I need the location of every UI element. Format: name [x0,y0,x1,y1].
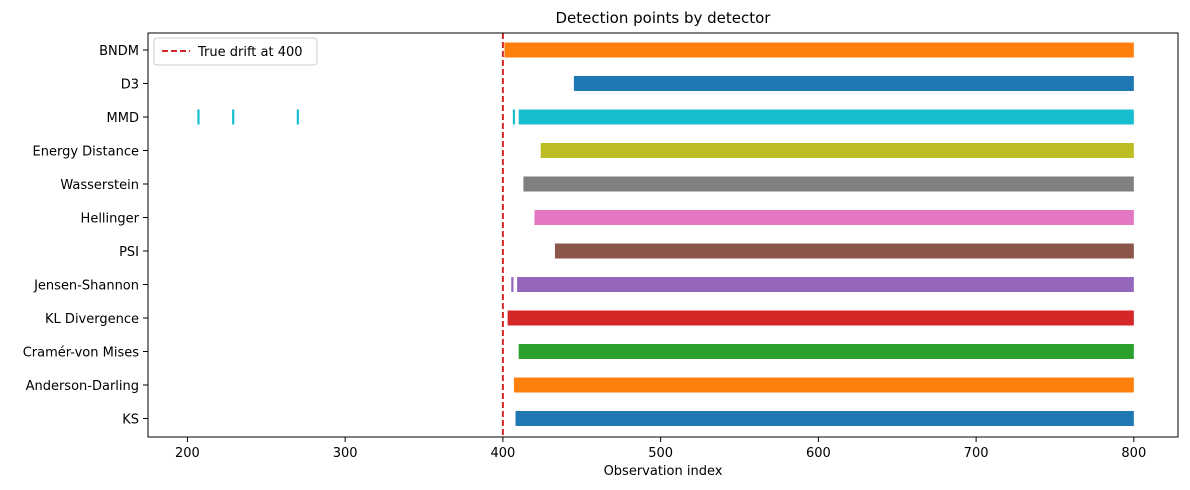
y-tick-label: Cramér-von Mises [23,346,140,361]
detection-range-bar [507,310,1134,326]
y-tick-label: KL Divergence [45,312,139,327]
legend: True drift at 400 [153,37,318,66]
y-tick-label: Wasserstein [60,178,139,193]
plot-area: 200 300 400 500 600 700 800 BNDM D3 MMD Energy Dis… [23,33,1146,461]
detection-range-bar [540,143,1134,158]
y-tick-label: BNDM [99,44,139,59]
detection-range-bar [518,109,1134,125]
y-tick-label: Anderson-Darling [26,379,139,394]
detection-range-bar [504,42,1134,58]
chart-title: Detection points by detector [556,9,772,27]
y-tick-label: Energy Distance [33,145,140,160]
detection-range-bar [518,344,1134,359]
y-tick-label: D3 [121,78,139,93]
x-tick-label: 800 [1121,446,1146,461]
x-axis-label: Observation index [604,464,723,479]
legend-box [153,37,318,66]
detection-range-bar [573,76,1134,91]
y-tick-label: KS [122,413,139,428]
x-tick-label: 300 [333,446,358,461]
legend-label: True drift at 400 [197,45,303,60]
detection-range-bar [534,210,1134,225]
x-tick-label: 500 [648,446,673,461]
x-tick-label: 400 [490,446,515,461]
plot-frame [147,32,1179,438]
x-tick-label: 600 [806,446,831,461]
detection-range-bar [515,411,1134,426]
x-tick-label: 700 [964,446,989,461]
x-tick-label: 200 [175,446,200,461]
detection-range-bar [523,176,1134,192]
detection-range-bar [517,277,1134,292]
y-tick-label: MMD [107,111,139,126]
y-tick-label: Hellinger [81,212,140,227]
detection-range-bar [513,377,1134,393]
detection-range-bar [554,243,1134,259]
y-tick-label: PSI [119,245,139,260]
y-tick-label: Jensen-Shannon [33,279,139,294]
